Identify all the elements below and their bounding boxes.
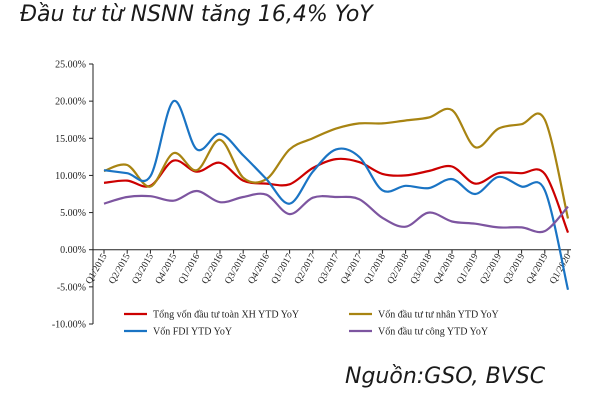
x-tick-label: Q2/2015 <box>108 252 133 286</box>
x-tick-label: Q4/2018 <box>432 252 457 286</box>
legend-label: Vốn đầu tư công YTD YoY <box>378 327 488 338</box>
x-tick-label: Q4/2015 <box>154 252 179 286</box>
y-tick-label: 20.00% <box>55 97 86 108</box>
x-axis-ticks: Q1/2015Q2/2015Q3/2015Q4/2015Q1/2016Q2/20… <box>84 249 574 286</box>
x-tick-label: Q4/2019 <box>525 252 550 286</box>
x-tick-label: Q2/2018 <box>386 252 411 286</box>
series-line-1 <box>103 157 570 234</box>
x-tick-label: Q2/2017 <box>293 252 318 286</box>
y-tick-label: 10.00% <box>55 171 86 182</box>
x-tick-label: Q1/2017 <box>270 252 295 286</box>
y-tick-label: 15.00% <box>55 134 86 145</box>
x-tick-label: Q2/2019 <box>479 252 504 286</box>
chart-legend: Tổng vốn đầu tư toàn XH YTD YoY Vốn đầu t… <box>124 310 499 338</box>
legend-label: Vốn đầu tư tư nhân YTD YoY <box>378 310 499 321</box>
y-tick-label: -10.00% <box>52 320 86 331</box>
series-line-3 <box>103 99 570 291</box>
chart-series <box>103 99 570 291</box>
page-title: Đầu tư từ NSNN tăng 16,4% YoY <box>20 2 373 27</box>
y-tick-label: 25.00% <box>55 60 86 71</box>
x-tick-label: Q3/2017 <box>316 252 341 286</box>
legend-label: Tổng vốn đầu tư toàn XH YTD YoY <box>153 310 299 321</box>
legend-label: Vốn FDI YTD YoY <box>153 327 232 338</box>
series-line-2 <box>103 107 570 219</box>
x-tick-label: Q2/2016 <box>200 252 225 286</box>
x-tick-label: Q3/2018 <box>409 252 434 286</box>
source-note: Nguồn:GSO, BVSC <box>345 364 546 389</box>
y-tick-label: 5.00% <box>60 208 86 219</box>
x-tick-label: Q3/2015 <box>131 252 156 286</box>
y-axis-ticks: -10.00% -5.00% 0.00% 5.00% 10.00% 15.00% 20.00… <box>52 60 93 331</box>
x-tick-label: Q3/2016 <box>224 252 249 286</box>
x-tick-label: Q1/2019 <box>456 252 481 286</box>
x-tick-label: Q1/2016 <box>177 252 202 286</box>
x-tick-label: Q4/2016 <box>247 252 272 286</box>
y-tick-label: -5.00% <box>57 282 86 293</box>
x-tick-label: Q4/2017 <box>340 252 365 286</box>
x-tick-label: Q3/2019 <box>502 252 527 286</box>
series-line-4 <box>103 189 569 234</box>
x-tick-label: Q1/2018 <box>363 252 388 286</box>
x-tick-label: Q1/2015 <box>84 252 109 286</box>
chart-axes <box>92 64 571 324</box>
y-tick-label: 0.00% <box>60 245 86 256</box>
